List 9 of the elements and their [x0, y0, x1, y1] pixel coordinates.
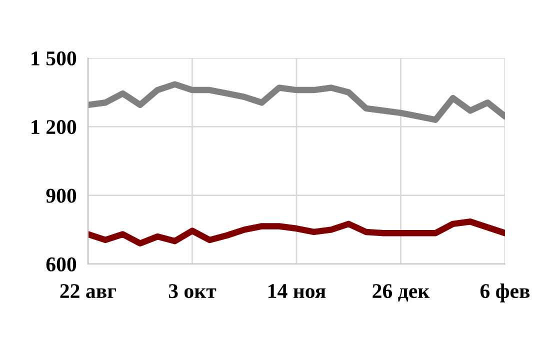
y-tick-label: 1 200 [32, 120, 76, 134]
x-tick-label: 14 ноя [268, 284, 326, 298]
y-tick-label: 1 500 [32, 51, 76, 66]
y-tick-label: 900 [46, 188, 76, 203]
x-tick-label: 6 фев [480, 283, 530, 302]
x-tick-label: 26 дек [372, 284, 430, 302]
x-tick-label: 22 авг [60, 284, 116, 298]
x-tick-label: 3 окт [168, 284, 216, 298]
y-tick-label: 600 [46, 257, 76, 272]
